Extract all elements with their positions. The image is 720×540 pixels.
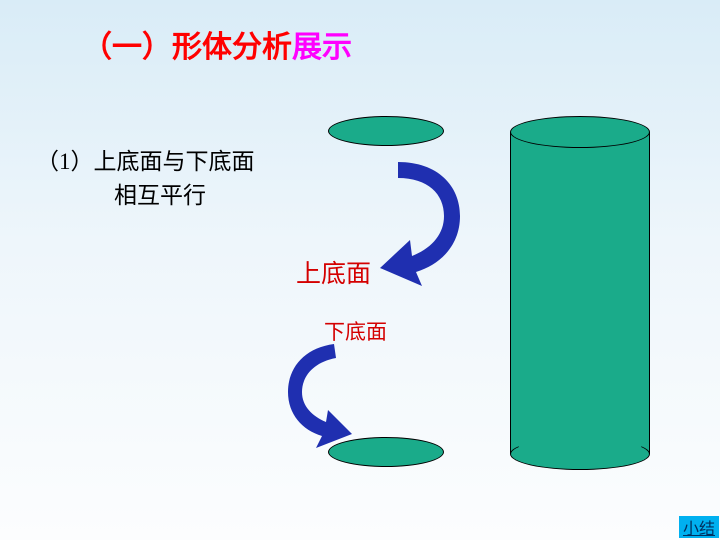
label-bottom-face: 下底面 bbox=[324, 316, 387, 346]
summary-link-label: 小结 bbox=[683, 515, 715, 539]
slide-title: （一）形体分析展示 bbox=[82, 22, 352, 66]
label-top-face: 上底面 bbox=[296, 254, 371, 290]
summary-link[interactable]: 小结 bbox=[679, 516, 719, 538]
curved-arrow-bottom bbox=[280, 340, 358, 452]
cylinder-bottom-cap bbox=[510, 438, 650, 470]
top-ellipse bbox=[328, 116, 444, 146]
cylinder bbox=[510, 116, 650, 470]
cylinder-top-cap bbox=[510, 116, 650, 148]
body-line-2: 相互平行 bbox=[114, 176, 206, 210]
cylinder-body bbox=[510, 132, 650, 454]
curved-arrow-top bbox=[376, 156, 472, 290]
title-part-1: （一）形体分析 bbox=[82, 31, 292, 64]
body-line-1: （1）上底面与下底面 bbox=[36, 142, 255, 176]
title-part-2: 展示 bbox=[292, 31, 352, 64]
